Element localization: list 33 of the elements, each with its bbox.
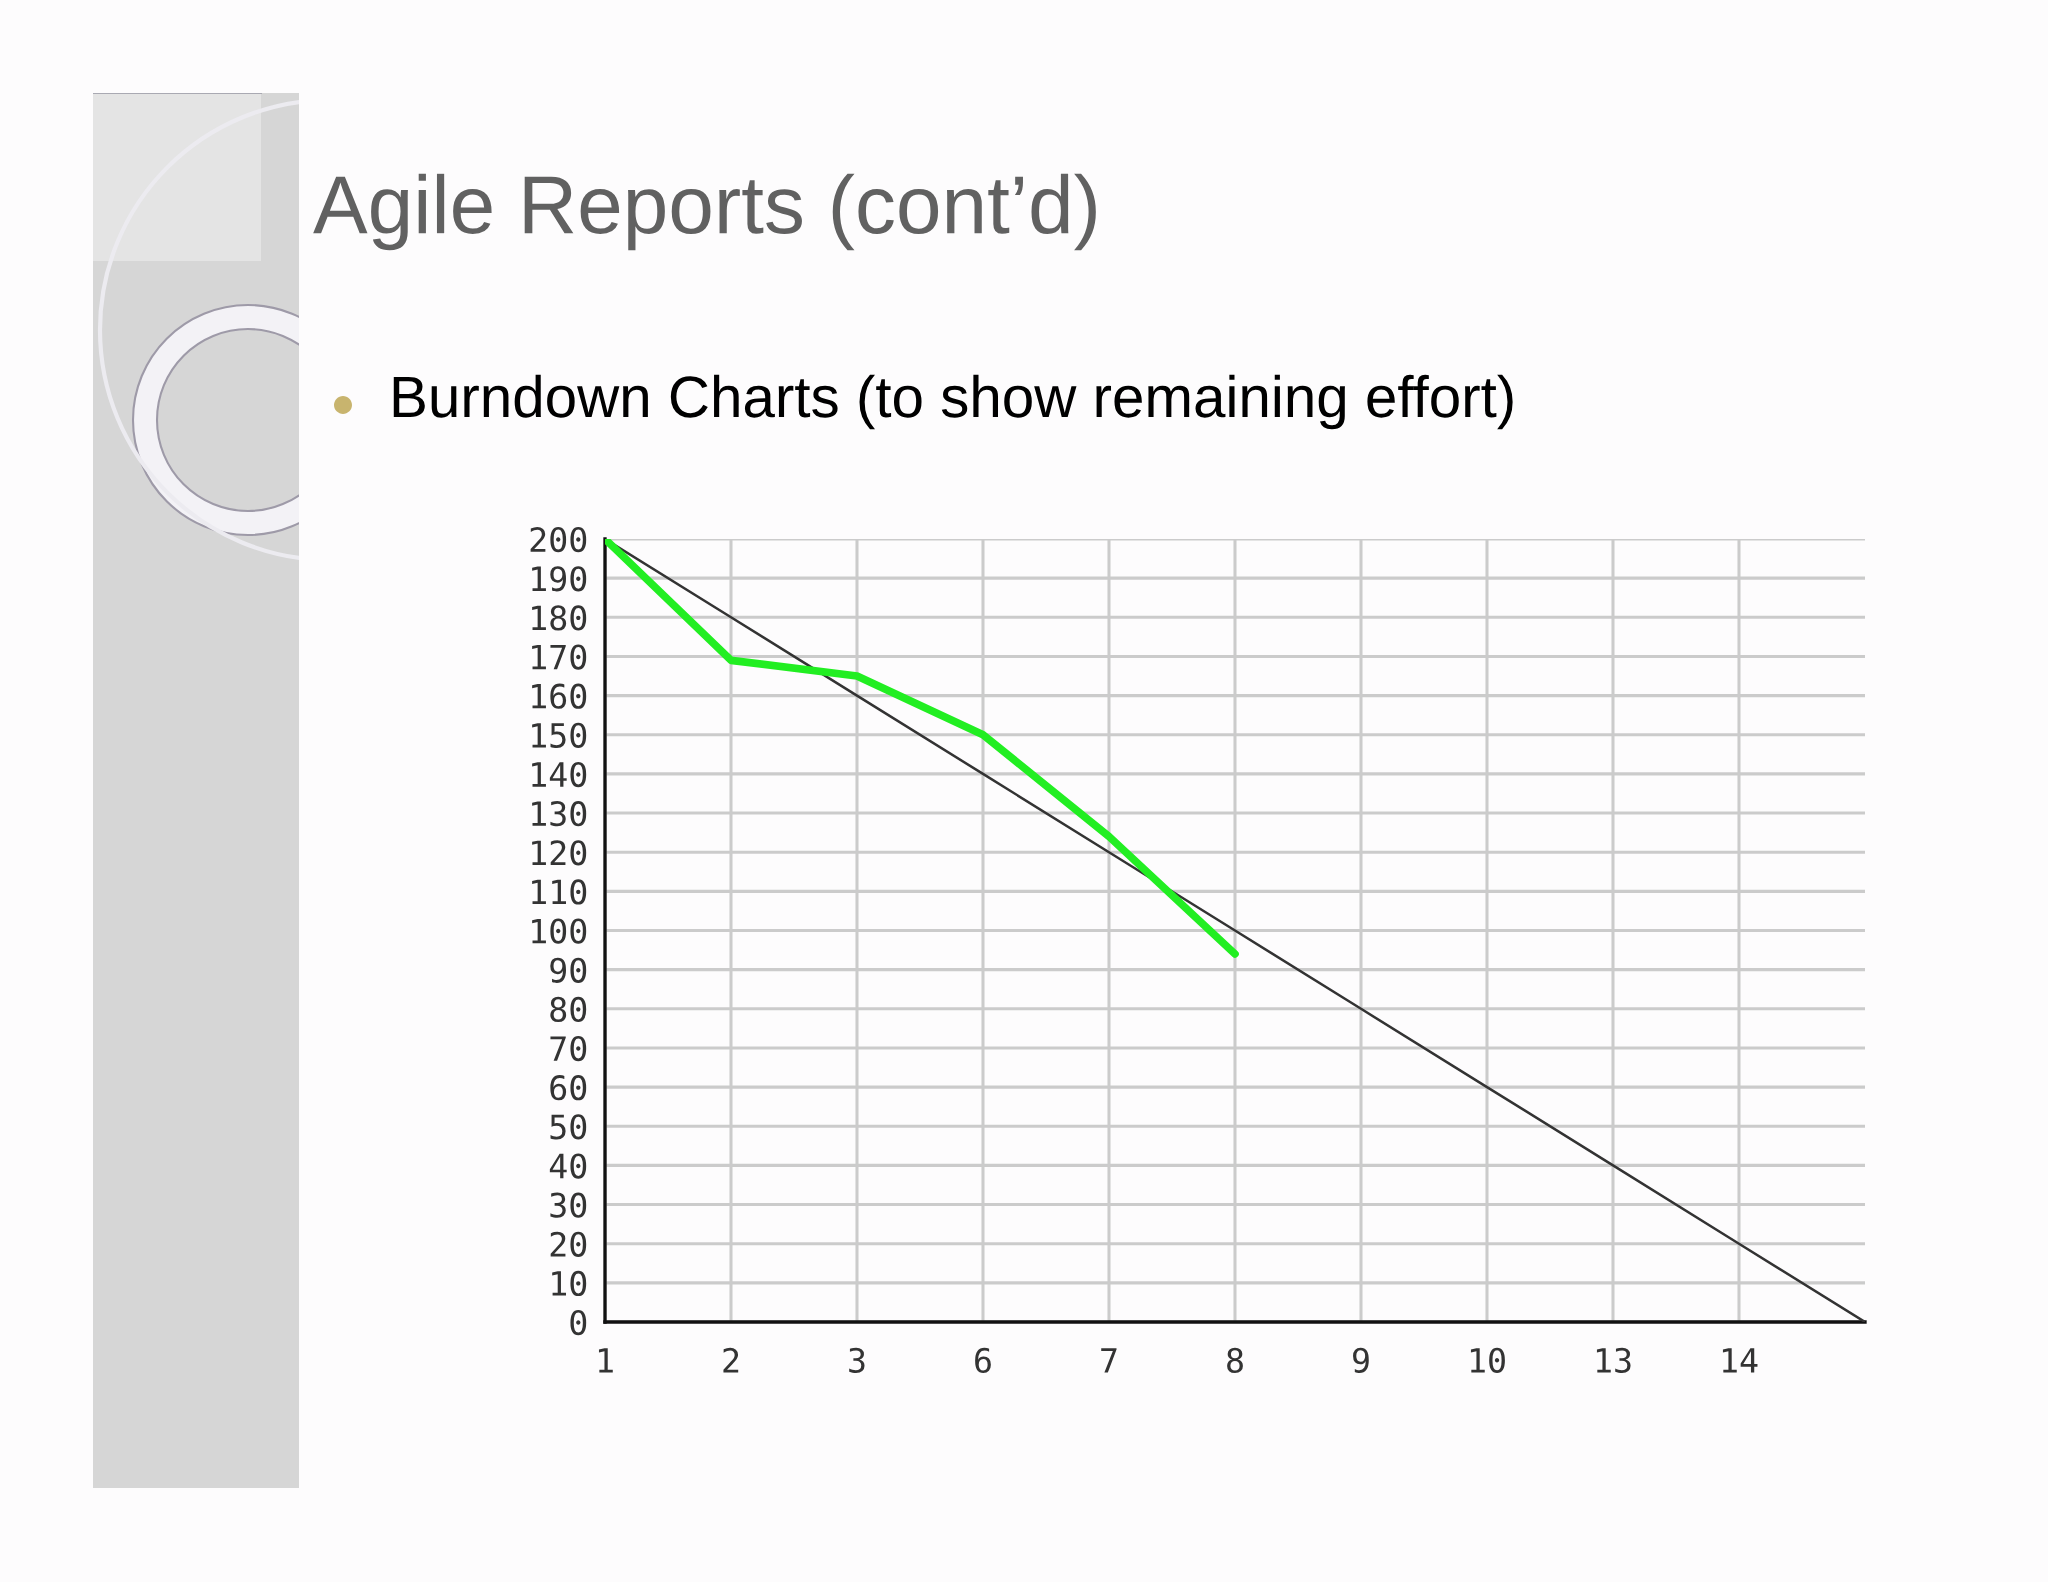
chart-subtitle: Burndown Charts (to show remaining effort) <box>393 374 1513 430</box>
y-tick-label: 120 <box>532 840 587 866</box>
y-tick-label: 60 <box>550 1075 587 1101</box>
y-tick-label: 180 <box>532 605 587 631</box>
y-tick-label: 170 <box>532 644 587 670</box>
x-tick-label: 14 <box>1722 1348 1758 1373</box>
y-tick-label: 50 <box>550 1114 587 1140</box>
x-tick-label: 3 <box>849 1347 865 1373</box>
y-tick-label: 0 <box>570 1310 587 1336</box>
y-tick-label: 150 <box>532 722 587 748</box>
x-tick-label: 7 <box>1101 1348 1117 1373</box>
x-tick-label: 2 <box>723 1347 739 1373</box>
y-tick-label: 70 <box>550 1035 587 1062</box>
y-tick-label: 160 <box>532 683 587 709</box>
chart-title: Agile Reports (cont’d) <box>313 173 1096 251</box>
y-tick-label: 110 <box>532 879 587 905</box>
x-tick-label: 8 <box>1227 1347 1243 1373</box>
x-tick-label: 10 <box>1470 1347 1505 1373</box>
x-tick-label: 6 <box>975 1347 991 1373</box>
y-tick-label: 90 <box>550 957 587 983</box>
x-tick-label: 9 <box>1353 1347 1369 1373</box>
y-tick-label: 190 <box>532 566 587 592</box>
y-tick-label: 10 <box>552 1270 587 1297</box>
y-tick-label: 30 <box>550 1192 587 1218</box>
y-tick-label: 140 <box>532 761 587 788</box>
y-tick-label: 100 <box>532 918 587 944</box>
y-tick-label: 80 <box>550 996 587 1023</box>
y-tick-label: 200 <box>530 527 587 553</box>
y-tick-label: 130 <box>532 801 587 827</box>
y-tick-label: 20 <box>550 1231 587 1257</box>
x-tick-label: 13 <box>1596 1347 1631 1373</box>
y-tick-label: 40 <box>549 1153 587 1179</box>
x-tick-label: 1 <box>598 1348 613 1373</box>
